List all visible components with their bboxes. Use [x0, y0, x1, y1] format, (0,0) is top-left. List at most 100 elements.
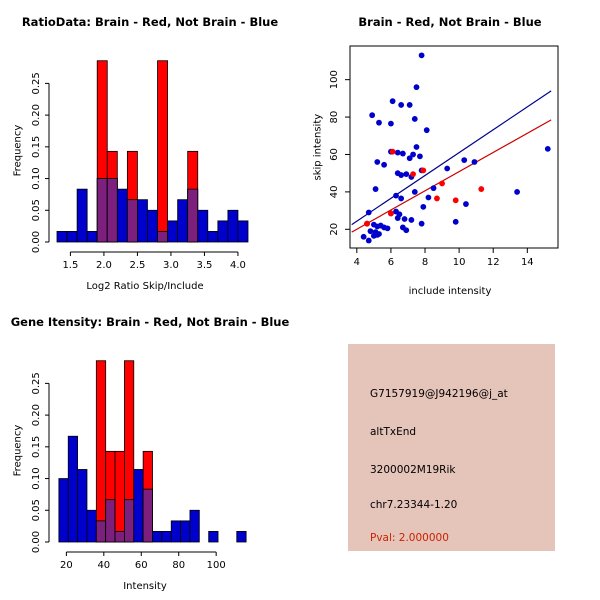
histogram-bar-blue — [77, 469, 88, 543]
scatter-point-blue — [406, 155, 413, 162]
gene-histogram-ylabel: Frequency — [12, 424, 24, 477]
plot-content — [351, 52, 552, 244]
scatter-point-red — [420, 167, 427, 174]
scatter-point-blue — [403, 171, 410, 178]
scatter-panel: Brain - Red, Not Brain - Blue skip inten… — [300, 0, 600, 300]
scatter-point-blue — [420, 203, 427, 210]
x-axis: 20 40 60 80 100 — [60, 551, 226, 571]
scatter-point-blue — [425, 194, 432, 201]
scatter-point-blue — [399, 150, 406, 157]
y-axis: 0.00 0.05 0.10 0.15 0.20 0.25 — [31, 72, 50, 253]
histogram-bar-blue — [86, 231, 98, 243]
y-tick-label: 0.05 — [31, 499, 42, 521]
y-axis: 0.00 0.05 0.10 0.15 0.20 0.25 — [31, 372, 50, 553]
scatter-plot: 20 40 60 80 100 4 6 8 10 12 14 — [329, 45, 559, 268]
y-tick-label: 20 — [329, 223, 340, 236]
scatter-point-blue — [461, 157, 468, 163]
x-tick-label: 80 — [172, 560, 185, 571]
y-tick-label: 80 — [329, 111, 340, 124]
histogram-bar-overlap — [157, 231, 168, 243]
scatter-point-blue — [406, 102, 413, 108]
scatter-point-blue — [514, 188, 520, 195]
scatter-point-red — [452, 197, 459, 204]
histogram-bar-blue — [189, 509, 200, 543]
y-axis: 20 40 60 80 100 — [329, 70, 350, 236]
x-axis: 1.5 2.0 2.5 3.0 3.5 4.0 — [62, 251, 246, 271]
scatter-point-blue — [418, 52, 425, 59]
scatter-point-blue — [365, 237, 372, 244]
scatter-title: Brain - Red, Not Brain - Blue — [358, 15, 542, 29]
scatter-point-red — [388, 210, 394, 217]
scatter-point-blue — [418, 220, 425, 227]
histogram-bar-overlap — [96, 178, 108, 243]
histogram-bar-blue — [67, 435, 78, 543]
y-tick-label: 100 — [329, 70, 340, 89]
x-axis: 4 6 8 10 12 14 — [354, 248, 534, 268]
histogram-bar-blue — [147, 209, 158, 243]
y-tick-label: 0.05 — [31, 199, 42, 221]
scatter-point-blue — [471, 159, 478, 165]
histogram-bar-overlap — [105, 499, 116, 543]
scatter-point-blue — [369, 112, 376, 119]
scatter-point-blue — [374, 232, 381, 238]
x-tick-label: 8 — [422, 257, 428, 268]
histogram-bar-blue — [152, 531, 163, 543]
scatter-point-blue — [360, 233, 367, 240]
scatter-point-blue — [408, 217, 415, 223]
scatter-point-blue — [398, 172, 405, 178]
scatter-point-red — [389, 148, 396, 155]
bars-group — [56, 60, 249, 243]
scatter-point-red — [434, 195, 440, 202]
scatter-point-blue — [381, 161, 387, 168]
x-tick-label: 60 — [135, 560, 148, 571]
y-tick-label: 0.20 — [31, 104, 42, 126]
scatter-point-blue — [401, 216, 408, 222]
ratio-histogram-panel: RatioData: Brain - Red, Not Brain - Blue… — [0, 0, 300, 300]
scatter-point-blue — [394, 215, 401, 221]
scatter-xlabel: include intensity — [408, 286, 492, 297]
histogram-bar-blue — [208, 531, 219, 543]
gene-symbol-text: 3200002M19Rik — [370, 464, 456, 476]
histogram-bar-overlap — [106, 178, 118, 243]
histogram-bar-overlap — [114, 531, 125, 543]
x-tick-label: 4 — [354, 257, 360, 268]
scatter-point-blue — [403, 227, 410, 234]
histogram-bar-blue — [161, 531, 172, 543]
x-tick-label: 10 — [453, 257, 466, 268]
y-tick-label: 0.20 — [31, 404, 42, 426]
histogram-bar-blue — [180, 520, 191, 543]
scatter-point-blue — [413, 84, 420, 91]
x-tick-label: 40 — [97, 560, 110, 571]
y-tick-label: 0.10 — [31, 167, 42, 189]
locus-text: chr7.23344-1.20 — [370, 499, 458, 511]
histogram-bar-overlap — [126, 199, 138, 243]
scatter-point-blue — [393, 192, 399, 199]
histogram-bar-overlap — [187, 188, 199, 243]
y-tick-label: 40 — [329, 186, 340, 199]
x-tick-label: 3.0 — [163, 260, 179, 271]
ratio-histogram-xlabel: Log2 Ratio Skip/Include — [86, 281, 204, 292]
scatter-point-blue — [544, 145, 551, 152]
scatter-point-blue — [430, 185, 437, 192]
y-tick-label: 60 — [329, 148, 340, 161]
x-tick-label: 2.5 — [129, 260, 145, 271]
x-tick-label: 14 — [521, 257, 534, 268]
histogram-bar-overlap — [95, 520, 107, 543]
probe-id-text: G7157919@J942196@j_at — [370, 388, 508, 400]
x-tick-label: 6 — [388, 257, 394, 268]
histogram-bar-blue — [170, 520, 181, 543]
scatter-point-blue — [398, 195, 405, 202]
y-tick-label: 0.00 — [31, 231, 42, 253]
pval-text: Pval: 2.000000 — [370, 532, 449, 544]
histogram-bar-overlap — [124, 499, 135, 543]
histogram-bar-blue — [227, 209, 239, 243]
histogram-bar-blue — [177, 199, 189, 243]
scatter-point-blue — [394, 149, 401, 156]
x-tick-label: 3.5 — [196, 260, 212, 271]
y-tick-label: 0.00 — [31, 531, 42, 553]
histogram-bar-blue — [137, 199, 148, 243]
scatter-point-blue — [413, 144, 420, 150]
ratio-histogram-plot: 0.00 0.05 0.10 0.15 0.20 0.25 1.5 2.0 2.5 3.0 3.5 4… — [31, 60, 249, 271]
x-tick-label: 12 — [487, 257, 500, 268]
